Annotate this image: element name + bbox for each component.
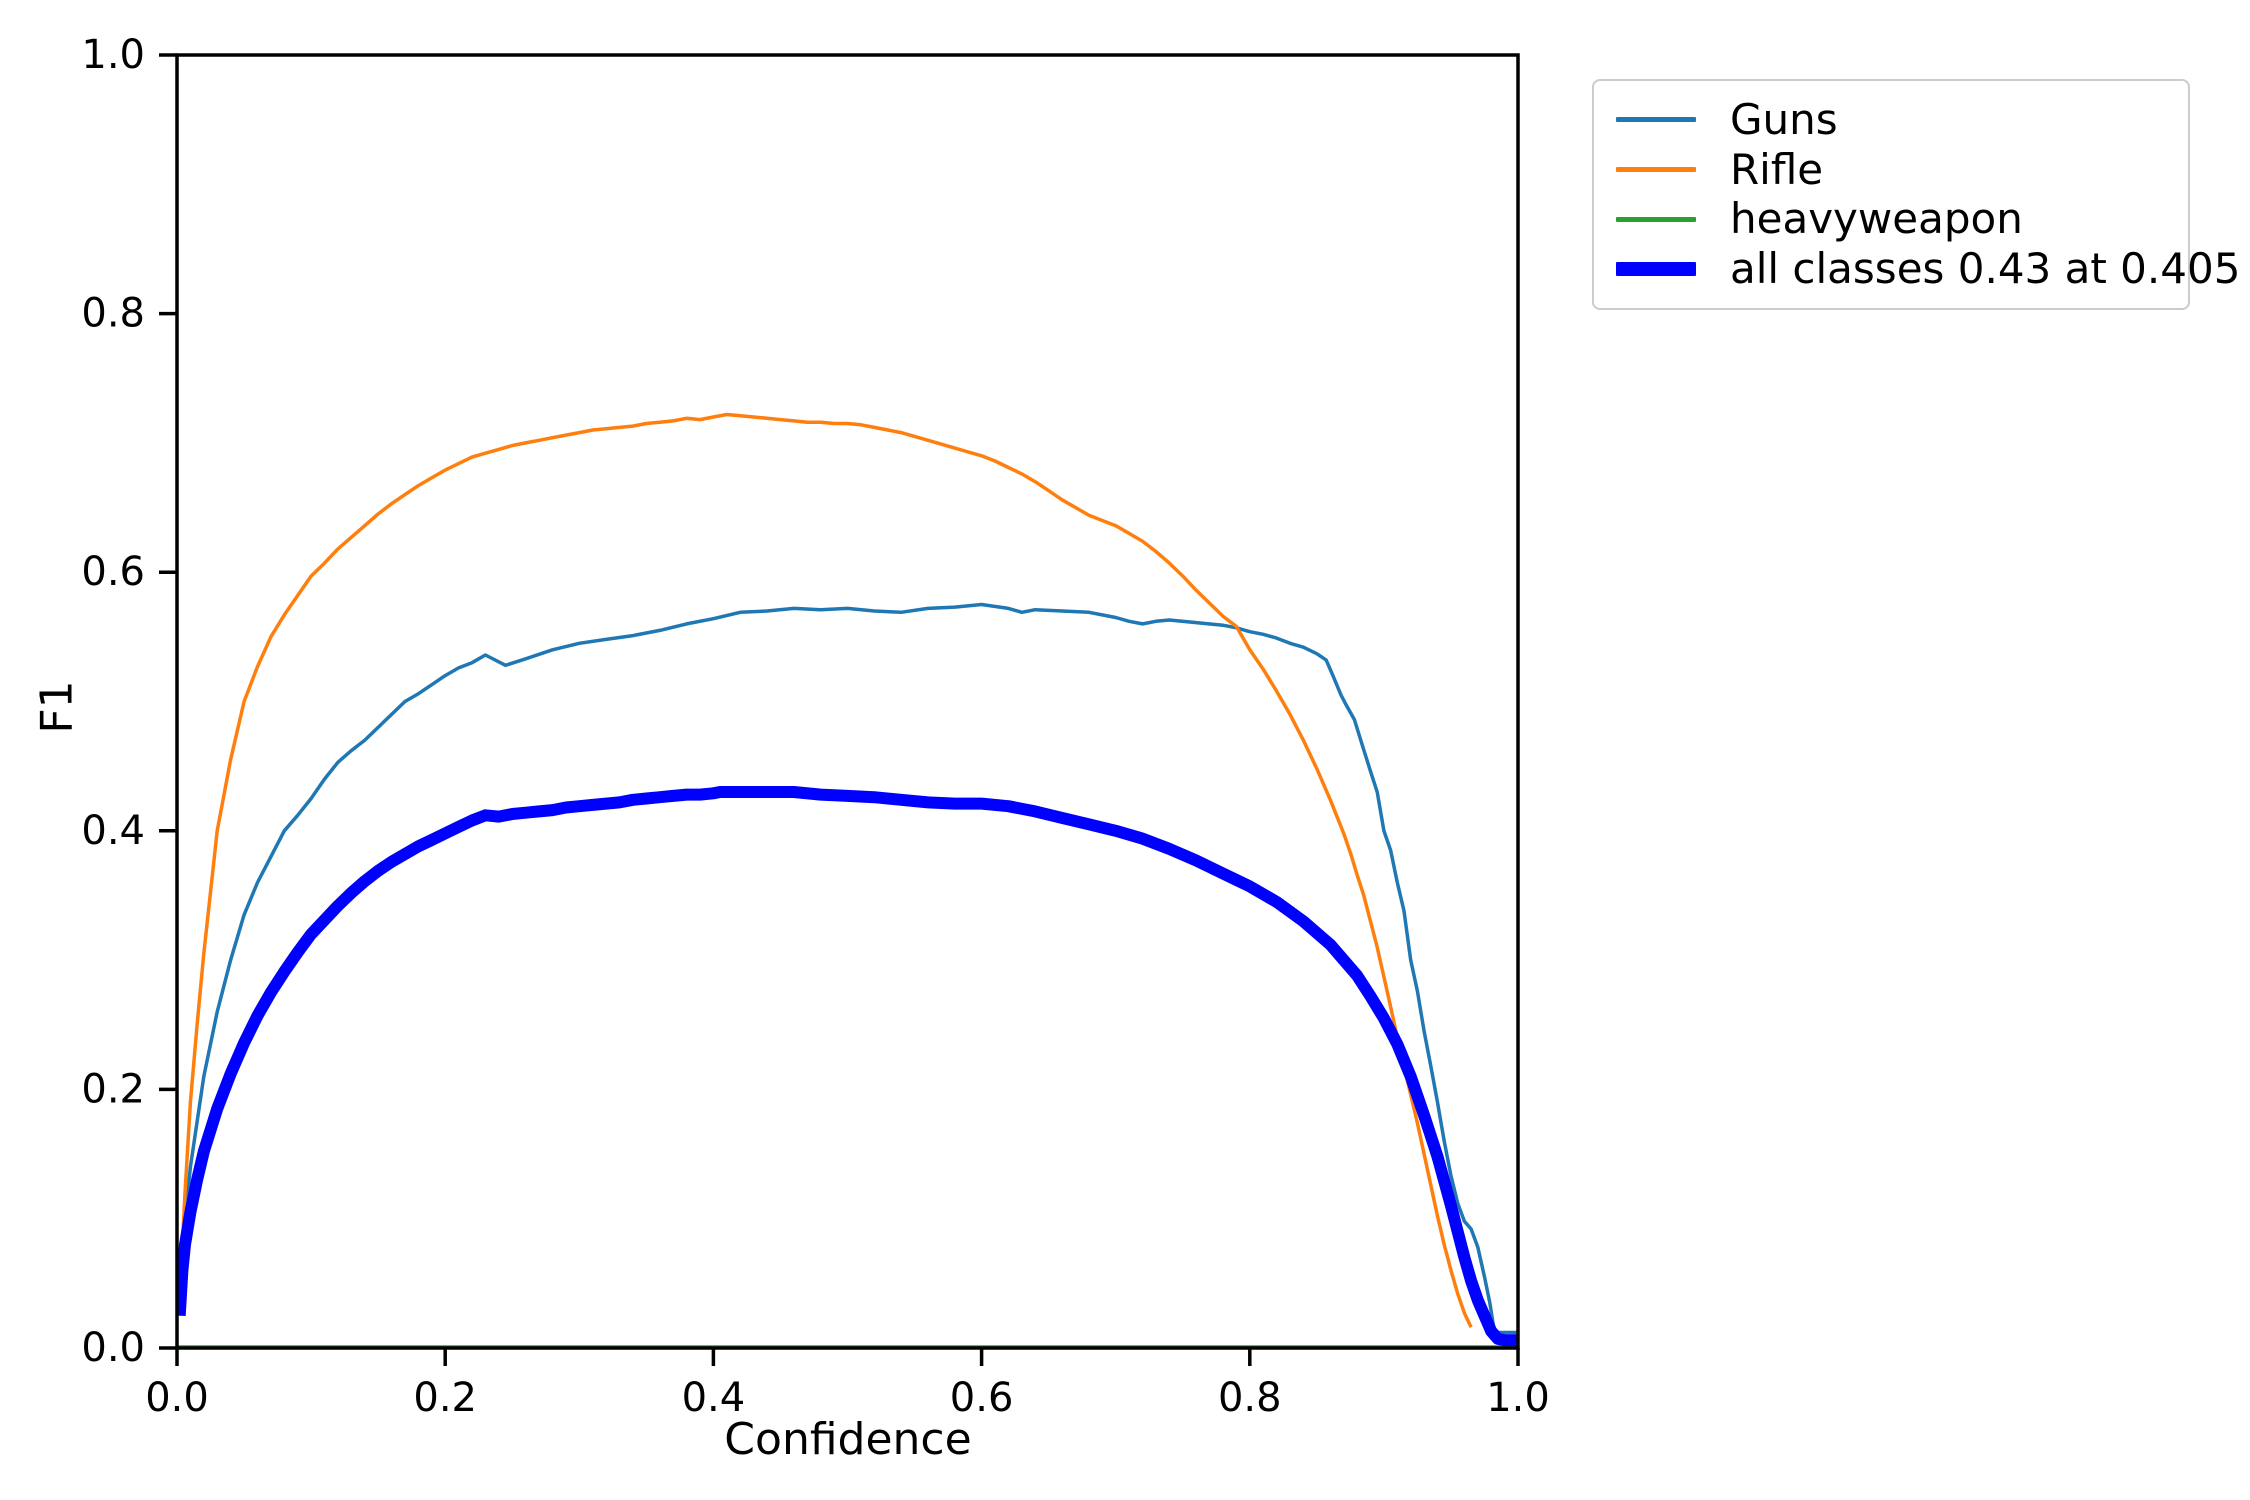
legend-label-guns: Guns [1730, 94, 1838, 144]
y-tick-label: 0.6 [81, 549, 145, 595]
legend-label-heavyweapon: heavyweapon [1730, 194, 2023, 244]
series-line-guns [177, 602, 1518, 1335]
plot-border [175, 53, 1520, 1350]
legend-line-sample-guns [1616, 117, 1696, 123]
y-tick-label: 0.2 [81, 1066, 145, 1112]
legend-row-heavyweapon: heavyweapon [1616, 196, 2166, 242]
legend-line-sample-rifle [1616, 167, 1696, 173]
x-tick-label: 0.6 [950, 1375, 1014, 1421]
y-tick-label: 1.0 [81, 32, 145, 78]
x-tick-label: 0.8 [1218, 1375, 1282, 1421]
y-tick-label: 0.4 [81, 808, 145, 854]
legend-row-all-classes-0-43-at-0-405: all classes 0.43 at 0.405 [1616, 245, 2240, 292]
x-tick-label: 1.0 [1486, 1375, 1550, 1421]
x-tick-label: 0.4 [682, 1375, 746, 1421]
legend-label-rifle: Rifle [1730, 144, 1824, 194]
y-axis-label: F1 [31, 680, 83, 734]
legend-line-sample-all-classes-0-43-at-0-405 [1616, 262, 1696, 277]
y-tick-label: 0.0 [81, 1325, 145, 1371]
series-line-rifle [177, 412, 1473, 1329]
legend-row-guns: Guns [1616, 94, 2166, 144]
x-axis-label: Confidence [724, 1414, 972, 1465]
legend-box: Guns Rifle heavyweapon all classes 0.43 at … [1592, 79, 2240, 310]
x-tick-label: 0.0 [145, 1375, 209, 1421]
series-line-all-classes-0-43-at-0-405 [177, 786, 1518, 1347]
legend-row-rifle: Rifle [1616, 144, 2166, 194]
x-tick-label: 0.2 [413, 1375, 477, 1421]
legend-line-sample-heavyweapon [1616, 216, 1696, 222]
legend-label-all-classes-0-43-at-0-405: all classes 0.43 at 0.405 [1730, 244, 2241, 294]
y-tick-label: 0.8 [81, 291, 145, 337]
